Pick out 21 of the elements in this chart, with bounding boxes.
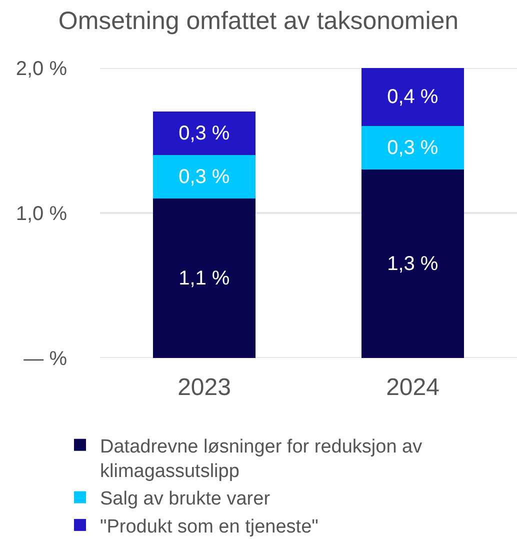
x-tick-label: 2024 xyxy=(386,374,440,401)
y-tick-label: — % xyxy=(24,348,68,370)
y-tick-label: 1,0 % xyxy=(16,203,68,225)
chart-title: Omsetning omfattet av taksonomien xyxy=(58,6,459,35)
data-label: 0,3 % xyxy=(178,166,230,188)
y-tick-label: 2,0 % xyxy=(16,58,68,80)
legend-label: Datadrevne løsninger for reduksjon av klimagassutslipp xyxy=(100,436,423,482)
bar xyxy=(153,155,256,198)
data-label: 1,3 % xyxy=(387,252,438,275)
x-tick-label: 2023 xyxy=(178,374,231,401)
data-label: 1,1 % xyxy=(178,267,230,290)
bar xyxy=(153,112,256,155)
bar xyxy=(362,170,464,358)
bar xyxy=(362,126,464,170)
legend-label: "Produkt som en tjeneste" xyxy=(100,516,318,538)
data-label: 0,3 % xyxy=(178,122,230,144)
data-label: 0,3 % xyxy=(387,136,438,159)
bar xyxy=(362,68,464,126)
bar xyxy=(153,198,256,358)
data-label: 0,4 % xyxy=(387,86,438,108)
legend-label: Salg av brukte varer xyxy=(100,488,271,510)
